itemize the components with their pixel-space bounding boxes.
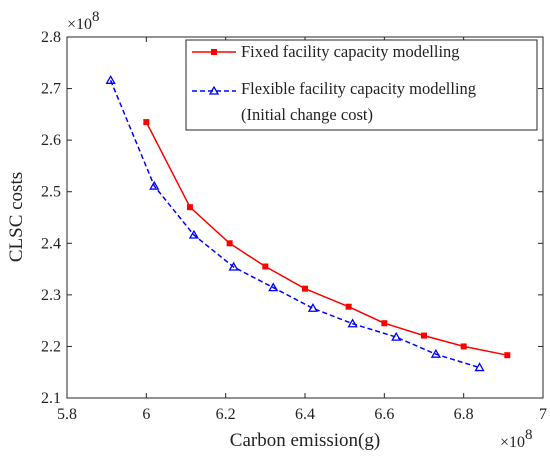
- ticks: 5.8 6 6.2 6.4 6.6 6.8 7 2.1 2.2 2.3 2.4 2.5 2.6 2.7 2.…: [41, 29, 547, 423]
- x-tick-label: 6.4: [295, 406, 315, 423]
- data-point-fixed: [504, 352, 511, 359]
- data-point-flexible: [268, 282, 279, 292]
- y-tick-label: 2.3: [41, 287, 61, 304]
- x-tick-label: 5.8: [57, 406, 77, 423]
- series-line-fixed: [145, 121, 508, 356]
- data-point-flexible: [474, 362, 485, 372]
- data-point-flexible: [391, 331, 402, 341]
- data-point-flexible: [228, 261, 239, 271]
- y-tick-label: 2.5: [41, 184, 61, 201]
- series-layer: [105, 75, 511, 372]
- data-point-fixed: [226, 240, 233, 247]
- legend-marker-fixed: [211, 49, 217, 55]
- legend-box: [185, 39, 538, 131]
- y-tick-label: 2.2: [41, 338, 61, 355]
- y-multiplier-exponent: 8: [92, 9, 100, 25]
- data-point-fixed: [381, 320, 388, 327]
- y-axis-label: CLSC costs: [6, 172, 27, 262]
- data-point-fixed: [345, 303, 352, 310]
- data-point-flexible: [347, 318, 358, 328]
- data-point-fixed: [460, 343, 467, 350]
- legend-marker-flexible: [208, 85, 220, 95]
- data-point-fixed: [421, 332, 427, 339]
- y-axis-multiplier: ×108: [67, 9, 100, 33]
- y-tick-label: 2.8: [41, 29, 61, 46]
- x-axis-multiplier: ×108: [500, 427, 533, 451]
- data-point-fixed: [302, 285, 308, 292]
- legend-label-fixed: Fixed facility capacity modelling: [241, 42, 460, 61]
- data-point-flexible: [149, 180, 160, 190]
- data-point-flexible: [307, 302, 319, 312]
- x-multiplier-exponent: 8: [525, 427, 533, 443]
- data-point-flexible: [430, 348, 442, 358]
- data-point-fixed: [262, 263, 269, 270]
- data-point-flexible: [188, 229, 200, 239]
- data-point-fixed: [186, 204, 193, 211]
- y-multiplier-base: ×10: [67, 16, 92, 33]
- legend-label-flexible-line2: (Initial change cost): [241, 105, 373, 124]
- y-tick-label: 2.7: [41, 81, 61, 98]
- x-tick-label: 7: [539, 406, 547, 423]
- x-tick-label: 6: [142, 406, 150, 423]
- legend: Fixed facility capacity modelling Flexib…: [185, 39, 538, 131]
- x-axis-label: Carbon emission(g): [230, 430, 380, 451]
- series-line-flexible: [109, 80, 480, 369]
- x-tick-label: 6.6: [374, 406, 394, 423]
- data-point-fixed: [143, 119, 150, 126]
- y-tick-label: 2.1: [41, 390, 61, 407]
- x-tick-label: 6.2: [216, 406, 236, 423]
- y-tick-label: 2.4: [41, 235, 61, 252]
- data-point-flexible: [105, 75, 116, 84]
- legend-label-flexible: Flexible facility capacity modelling: [241, 79, 476, 98]
- y-tick-label: 2.6: [41, 132, 61, 149]
- x-tick-label: 6.8: [454, 406, 474, 423]
- x-multiplier-base: ×10: [500, 434, 525, 451]
